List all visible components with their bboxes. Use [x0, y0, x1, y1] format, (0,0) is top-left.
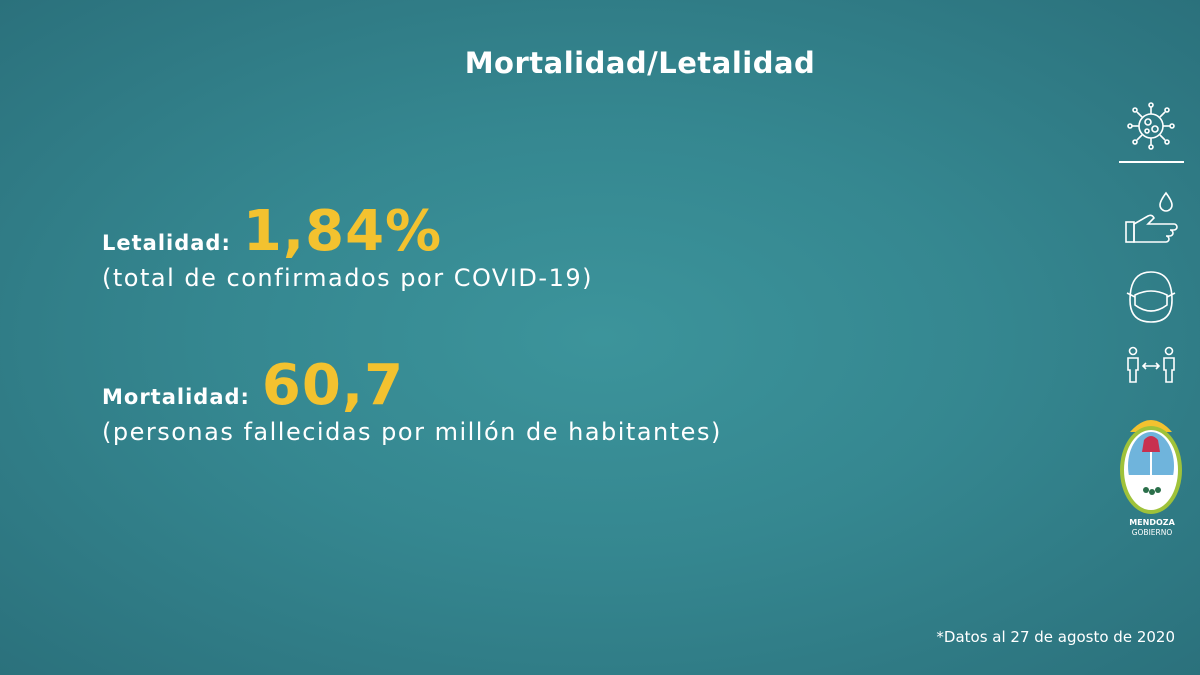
metric: Mortalidad: 60,7 (personas fallecidas po… — [102, 353, 722, 447]
title: Mortalidad/Letalidad — [464, 46, 816, 80]
mendoza-logo — [1120, 420, 1182, 514]
virus-icon — [1127, 102, 1175, 150]
logo-text: MENDOZA — [1129, 518, 1175, 527]
logo-text: GOBIERNO — [1132, 528, 1173, 537]
metric: Letalidad: 1,84% (total de confirmados p… — [102, 199, 593, 293]
mask-icon — [1126, 271, 1176, 323]
metric-note: (total de confirmados por COVID-19) — [102, 264, 593, 292]
metric-value: 60,7 — [261, 353, 405, 418]
distance-icon — [1127, 346, 1175, 383]
metric-note: (personas fallecidas por millón de habit… — [102, 418, 722, 446]
hand-wash-icon — [1125, 191, 1178, 243]
footnote: *Datos al 27 de agosto de 2020 — [936, 628, 1175, 646]
metric-label: Mortalidad: — [102, 385, 250, 409]
metric-value: 1,84% — [242, 199, 443, 264]
metric-label: Letalidad: — [102, 231, 231, 255]
